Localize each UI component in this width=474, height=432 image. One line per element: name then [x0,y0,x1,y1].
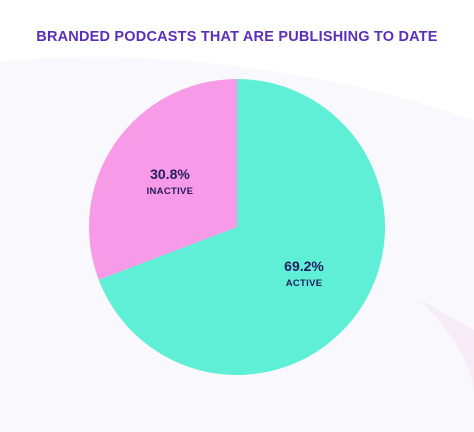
pie-slices [88,79,386,375]
chart-title: BRANDED PODCASTS THAT ARE PUBLISHING TO … [36,29,438,45]
slice-value-label: 69.2% [284,258,324,274]
pie-labels: 69.2% ACTIVE 30.8% INACTIVE [147,166,325,289]
slice-category-label: ACTIVE [286,278,323,289]
pie-slice-inactive [88,79,237,280]
slice-category-label: INACTIVE [147,186,194,197]
slice-value-label: 30.8% [150,166,190,182]
pie-slice-active [98,79,386,375]
